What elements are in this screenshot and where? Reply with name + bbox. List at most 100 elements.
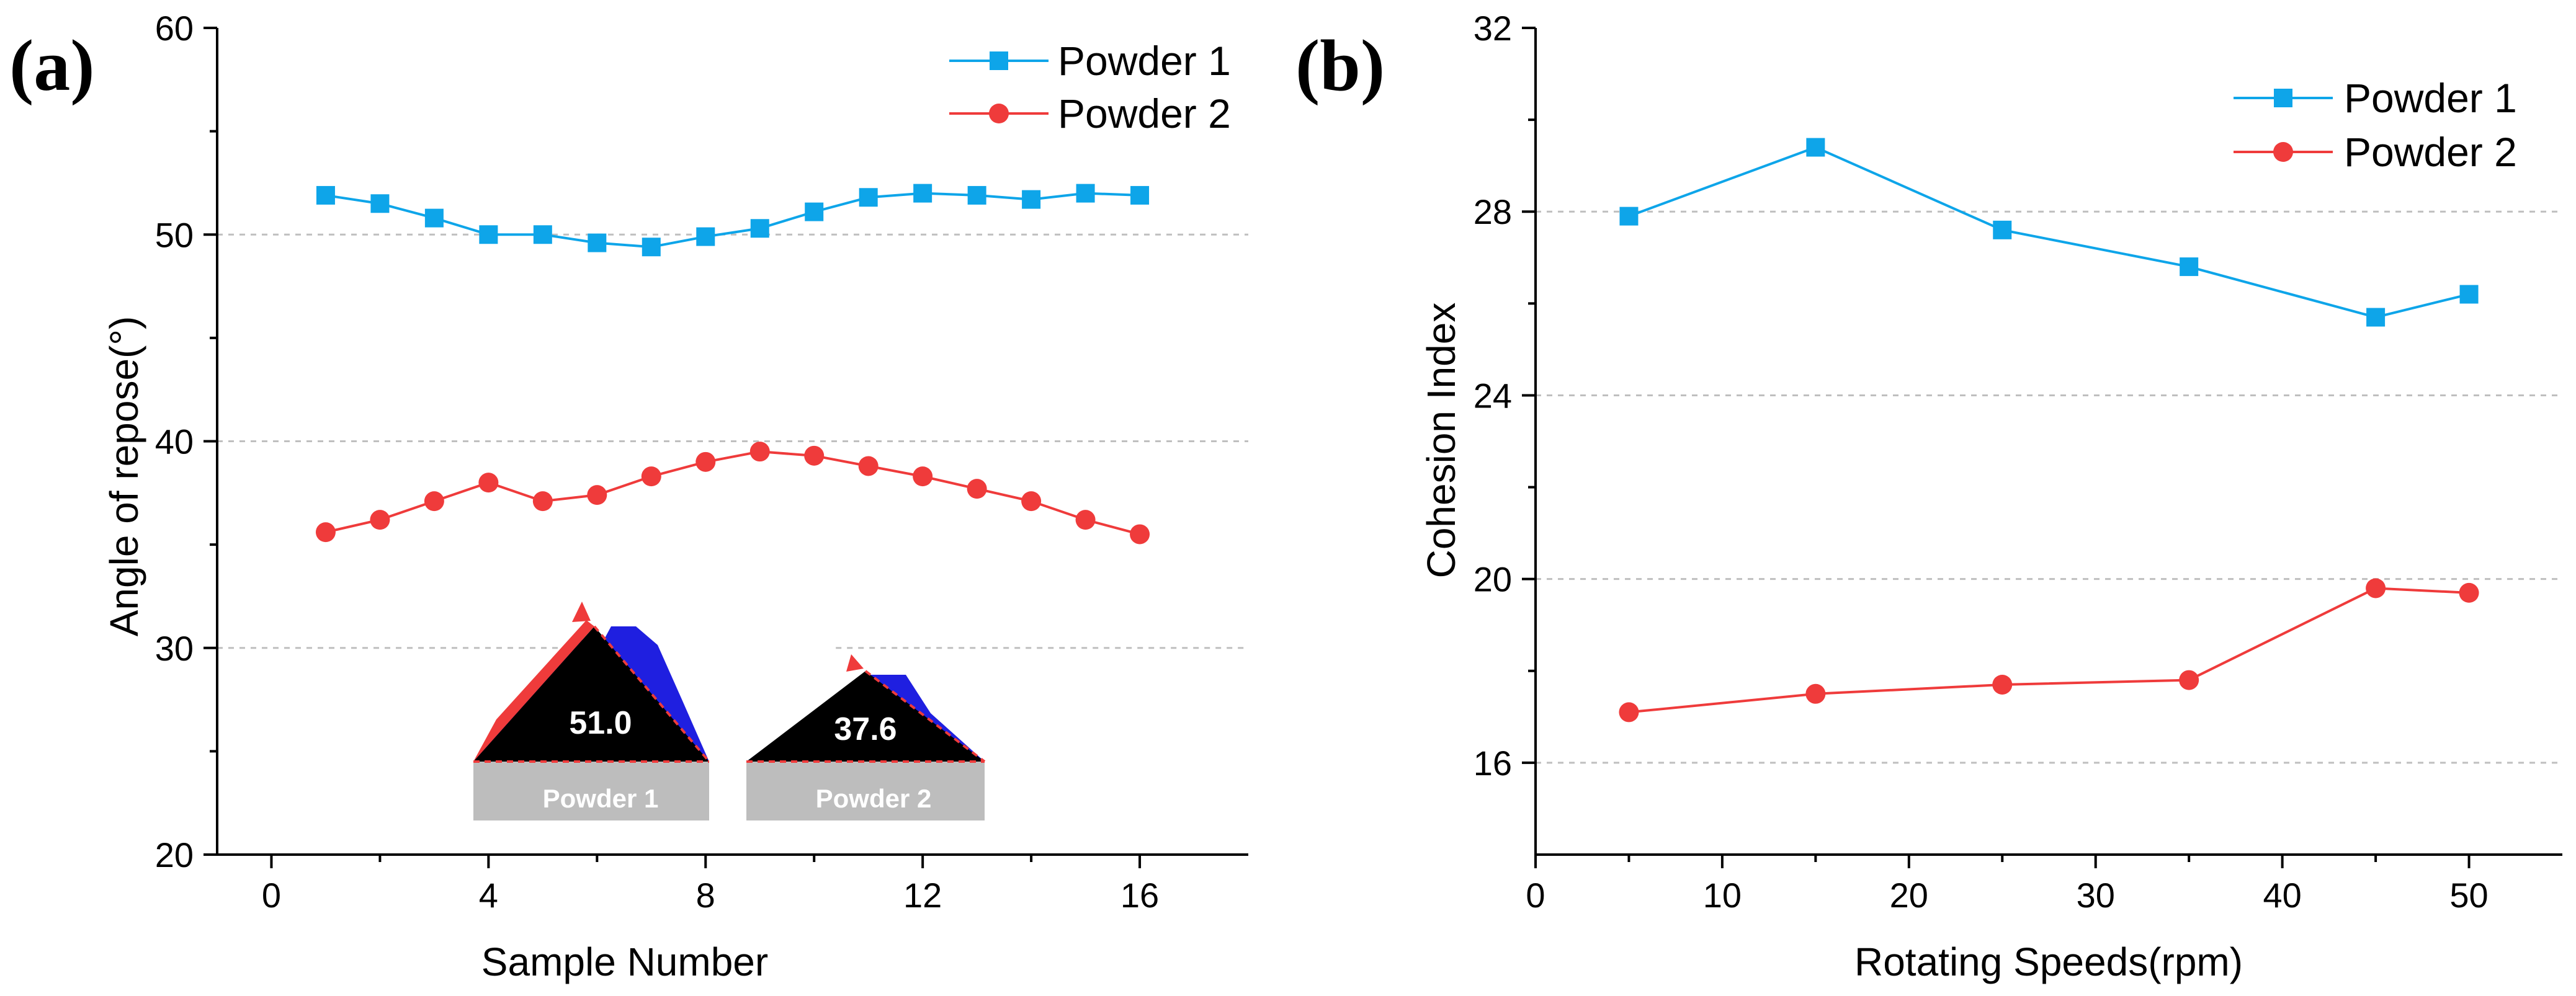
series-2-point: [478, 473, 499, 493]
series-2-point: [1805, 683, 1826, 704]
legend-marker-square-icon: [2274, 89, 2292, 107]
x-tick-label: 50: [2449, 876, 2488, 915]
legend-label-1: Powder 1: [1058, 38, 1231, 84]
y-tick-label: 50: [155, 215, 194, 254]
series-2-point: [2179, 670, 2199, 690]
series-1-point: [424, 208, 444, 228]
series-1-point: [642, 238, 661, 257]
series-2-point: [1619, 702, 1639, 723]
panel-b-gridlines: [1536, 210, 2562, 764]
series-1-point: [696, 227, 715, 246]
inset-powder-2-pile: 37.6 Powder 2: [746, 654, 986, 820]
panel-b-label: (b): [1295, 25, 1385, 106]
panel-a-label: (a): [9, 25, 95, 106]
legend-label-1: Powder 1: [2344, 75, 2517, 121]
series-1-point: [805, 202, 824, 221]
series-line-2: [1629, 587, 2469, 714]
series-1-point: [533, 225, 552, 244]
series-1-point: [967, 185, 986, 205]
series-2-point: [749, 442, 770, 462]
series-line-1: [325, 192, 1140, 249]
x-tick-label: 40: [2263, 876, 2301, 915]
series-1-point: [316, 185, 335, 205]
panel-b-series: [1619, 138, 2479, 723]
series-line-1: [1628, 146, 2470, 319]
series-2-point: [370, 510, 390, 530]
series-1-point: [1806, 138, 1825, 157]
series-2-point: [804, 445, 825, 466]
y-tick-label: 32: [1474, 9, 1512, 48]
series-2-point: [587, 485, 607, 505]
series-1-point: [1022, 190, 1041, 209]
y-tick-label: 40: [155, 422, 194, 461]
series-1-point: [1076, 184, 1095, 203]
x-tick-label: 8: [696, 876, 715, 915]
series-1-point: [913, 184, 932, 203]
x-tick-label: 30: [2077, 876, 2115, 915]
legend-marker-circle-icon: [2273, 142, 2293, 162]
panel-b-ticks: 16 20 24 28 32 0 10 20 30 40 50: [1474, 9, 2489, 915]
x-tick-label: 12: [903, 876, 942, 915]
series-1-point: [588, 233, 607, 252]
series-2-point: [641, 466, 661, 487]
y-tick-label: 24: [1474, 376, 1512, 415]
x-tick-label: 0: [262, 876, 281, 915]
series-1-point: [1619, 207, 1639, 226]
y-tick-label: 20: [1474, 560, 1512, 599]
inset-2-pile: [746, 671, 985, 762]
series-1-point: [2459, 285, 2479, 304]
series-1-point: [2366, 308, 2386, 327]
panel-a-legend: Powder 1 Powder 2: [949, 38, 1231, 136]
inset-1-base-plate: [473, 762, 709, 820]
inset-1-label: Powder 1: [543, 784, 659, 813]
series-1-point: [1130, 185, 1150, 205]
series-1-point: [750, 219, 769, 238]
panel-a-chart: (a) 20 30 40 50 60 0 4 8 12 16 51.0 Powder 1 37.6: [9, 9, 1248, 984]
panel-a-y-axis-label: Angle of repose(°): [102, 316, 146, 637]
x-tick-label: 10: [1703, 876, 1742, 915]
y-tick-label: 20: [155, 835, 194, 874]
series-1-point: [479, 225, 498, 244]
panel-a-ticks: 20 30 40 50 60 0 4 8 12 16: [155, 9, 1159, 915]
panel-b-legend: Powder 1 Powder 2: [2234, 75, 2517, 175]
series-1-point: [370, 194, 390, 213]
y-tick-label: 16: [1474, 744, 1512, 783]
series-1-point: [859, 188, 878, 207]
series-line-2: [325, 450, 1140, 536]
series-2-point: [2459, 582, 2479, 603]
series-2-point: [1130, 524, 1150, 545]
x-tick-label: 4: [479, 876, 498, 915]
series-2-point: [424, 491, 444, 512]
series-2-point: [695, 451, 716, 472]
series-2-point: [1021, 491, 1042, 512]
panel-a-gridlines: [217, 233, 1248, 649]
series-2-point: [913, 466, 933, 487]
x-tick-label: 16: [1120, 876, 1159, 915]
inset-2-label: Powder 2: [816, 784, 932, 813]
series-2-point: [967, 479, 987, 499]
series-2-point: [2366, 578, 2386, 598]
y-tick-label: 28: [1474, 192, 1512, 231]
series-2-point: [1992, 674, 2013, 695]
panel-b-x-axis-label: Rotating Speeds(rpm): [1854, 940, 2243, 984]
inset-1-pile: [473, 626, 709, 762]
y-tick-label: 60: [155, 9, 194, 48]
panel-a-x-axis-label: Sample Number: [481, 940, 768, 984]
inset-1-arrow-icon: [572, 602, 591, 622]
inset-powder-1-pile: 51.0 Powder 1: [473, 602, 710, 820]
panel-b-axes: [1534, 28, 2562, 856]
series-1-point: [1993, 220, 2012, 239]
inset-1-value: 51.0: [569, 705, 632, 741]
legend-marker-square-icon: [990, 51, 1008, 70]
legend-label-2: Powder 2: [2344, 129, 2517, 175]
panel-a-series: [315, 184, 1150, 545]
legend-marker-circle-icon: [989, 104, 1009, 123]
inset-2-base-plate: [746, 762, 985, 820]
series-2-point: [532, 491, 553, 512]
inset-2-dashed-line: [864, 670, 986, 763]
inset-1-red-edge: [473, 620, 594, 762]
series-2-point: [315, 522, 336, 543]
x-tick-label: 20: [1890, 876, 1928, 915]
